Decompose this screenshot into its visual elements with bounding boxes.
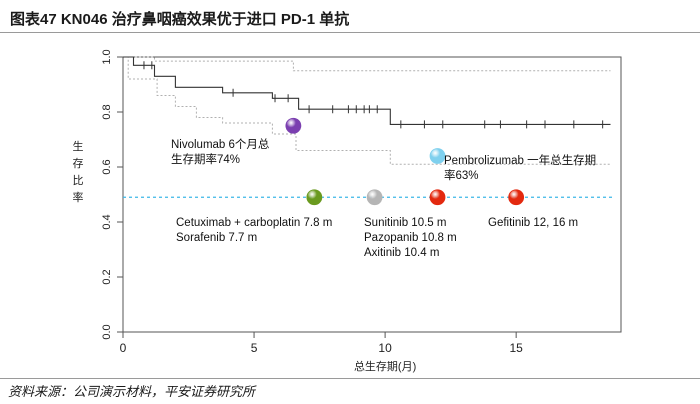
- top-rule: [0, 32, 700, 33]
- cetuximab-annotation: Cetuximab + carboplatin 7.8 m Sorafenib 7…: [176, 217, 332, 244]
- y-tick-label: 0.6: [101, 159, 113, 174]
- y-tick-label: 0.8: [101, 104, 113, 119]
- title-bar: 图表47 KN046 治疗鼻咽癌效果优于进口 PD-1 单抗: [0, 0, 700, 32]
- x-tick-label: 0: [120, 341, 127, 355]
- axitinib-marker: [429, 189, 446, 206]
- km-survival-curve: [123, 56, 611, 125]
- x-tick-label: 10: [378, 341, 392, 355]
- y-tick-label: 0.4: [101, 214, 113, 229]
- plot-frame: [122, 56, 622, 333]
- gefitinib-marker: [508, 189, 525, 206]
- y-tick-label: 0.0: [101, 324, 113, 339]
- sunitinib-pazopanib-marker: [366, 189, 383, 206]
- y-tick-label: 0.2: [101, 269, 113, 284]
- pembrolizumab-marker: [429, 148, 446, 164]
- sunitinib-annotation: Sunitinib 10.5 m Pazopanib 10.8 m Axitinib…: [364, 217, 457, 259]
- source-note: 资料来源：公司演示材料，平安证券研究所: [8, 384, 256, 399]
- nivolumab-marker: [285, 117, 302, 134]
- figure-title: 图表47 KN046 治疗鼻咽癌效果优于进口 PD-1 单抗: [10, 11, 350, 28]
- ci-upper-line: [123, 56, 611, 72]
- cetuximab-carboplatin-marker: [306, 189, 323, 206]
- x-tick-label: 5: [251, 341, 258, 355]
- pembrolizumab-annotation: Pembrolizumab 一年总生存期率63%: [444, 153, 596, 182]
- y-axis-label: 生存比率: [73, 139, 84, 204]
- nivolumab-annotation: Nivolumab 6个月总生存期率74%: [171, 137, 270, 166]
- survival-chart: 0 5 10 15 0.0 0.2 0.4 0.6 0.8 1.0 总生存期(月) 生存比率 Nivo…: [73, 49, 622, 373]
- bottom-rule: [0, 378, 700, 379]
- y-tick-label: 1.0: [101, 49, 113, 64]
- gefitinib-annotation: Gefitinib 12, 16 m: [488, 217, 578, 229]
- x-axis-label: 总生存期(月): [354, 359, 416, 373]
- x-tick-label: 15: [509, 341, 523, 355]
